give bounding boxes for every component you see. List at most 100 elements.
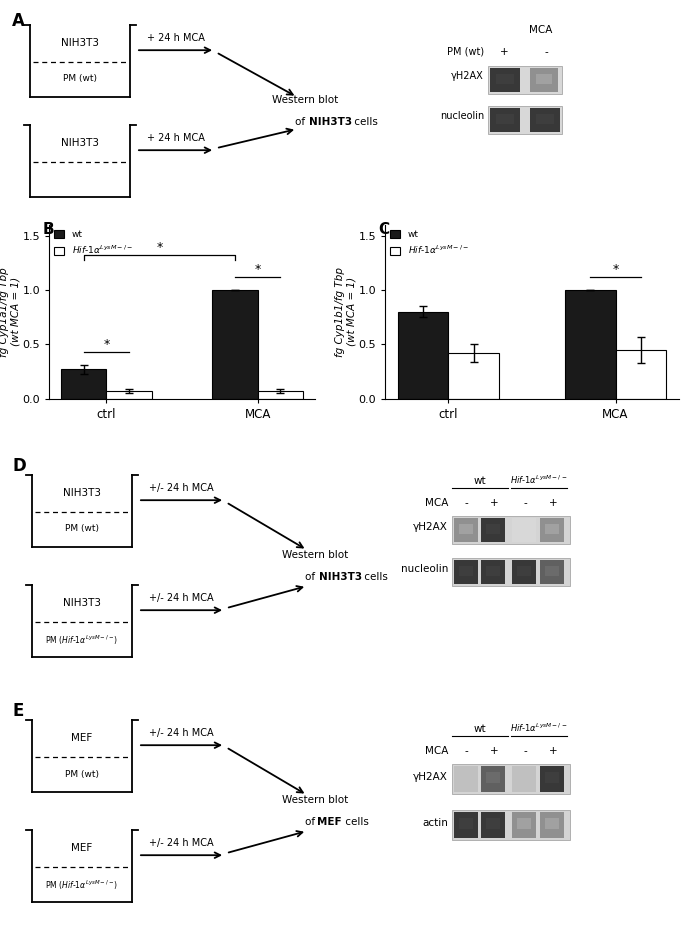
Bar [454,766,478,792]
Bar [540,518,564,542]
Bar [488,106,562,134]
Bar [540,812,564,838]
Text: of: of [295,117,309,127]
Text: actin: actin [422,818,448,828]
Bar [545,524,559,534]
Text: + 24 h MCA: + 24 h MCA [146,33,204,43]
Bar [452,764,570,794]
Text: D: D [12,457,26,475]
Text: E: E [12,702,23,720]
Bar [258,391,303,399]
Text: *: * [254,263,260,276]
Text: +: + [490,746,498,756]
Legend: wt, $\mathit{Hif}$-$\mathit{1\alpha}^{LysM-/-}$: wt, $\mathit{Hif}$-$\mathit{1\alpha}^{Ly… [389,230,469,256]
Text: MEF: MEF [71,733,92,743]
Text: nucleolin: nucleolin [440,111,484,121]
Text: MCA: MCA [425,498,448,508]
Text: Western blot: Western blot [272,95,338,105]
Bar [512,812,536,838]
Text: MEF: MEF [317,817,342,827]
Text: +/- 24 h MCA: +/- 24 h MCA [149,593,214,603]
Text: -: - [523,498,527,508]
Text: PM (wt): PM (wt) [447,47,484,57]
Text: NIH3T3: NIH3T3 [63,488,101,498]
Text: nucleolin: nucleolin [400,564,448,574]
Text: -: - [464,498,468,508]
Bar [481,518,505,542]
Bar [488,66,562,94]
Bar [496,74,514,83]
Bar [615,350,666,399]
Bar [536,114,554,124]
Text: MEF: MEF [71,843,92,853]
Text: -: - [464,746,468,756]
Bar [458,819,473,829]
Bar [481,560,505,584]
Text: of: of [305,572,318,582]
Bar [530,68,558,92]
Text: *: * [104,338,110,351]
Bar [517,819,531,829]
Text: NIH3T3: NIH3T3 [61,138,99,148]
Text: B: B [43,222,55,237]
Bar [61,370,106,399]
Text: NIH3T3: NIH3T3 [63,598,101,608]
Bar [490,68,520,92]
Bar [545,773,559,783]
Bar [512,766,536,792]
Text: of: of [305,817,318,827]
Text: γH2AX: γH2AX [413,772,448,782]
Bar [481,812,505,838]
Text: PM ($\mathit{Hif}$-$\mathit{1\alpha}^{LysM-/-}$): PM ($\mathit{Hif}$-$\mathit{1\alpha}^{Ly… [46,879,118,892]
Bar [530,108,560,132]
Text: -: - [523,746,527,756]
Text: cells: cells [351,117,378,127]
Text: +: + [549,498,557,508]
Text: A: A [12,12,25,30]
Text: wt: wt [474,476,486,486]
Text: Western blot: Western blot [282,550,348,560]
Text: γH2AX: γH2AX [452,71,484,81]
Text: cells: cells [342,817,369,827]
Text: PM (wt): PM (wt) [63,74,97,83]
Bar [486,566,500,576]
Bar [566,290,615,399]
Bar [481,766,505,792]
Bar [398,312,449,399]
Text: + 24 h MCA: + 24 h MCA [146,133,204,144]
Bar [458,524,473,534]
Y-axis label: fg ​Cyp1a1/fg ​Tbp
(wt MCA = 1): fg ​Cyp1a1/fg ​Tbp (wt MCA = 1) [0,267,21,356]
Text: MCA: MCA [425,746,448,756]
Bar [545,566,559,576]
Bar [452,558,570,586]
Bar [486,773,500,783]
Text: +/- 24 h MCA: +/- 24 h MCA [149,483,214,493]
Text: cells: cells [361,572,388,582]
Bar [512,560,536,584]
Text: -: - [544,47,548,57]
Bar [517,566,531,576]
Bar [454,812,478,838]
Legend: wt, $\mathit{Hif}$-$\mathit{1\alpha}^{LysM-/-}$: wt, $\mathit{Hif}$-$\mathit{1\alpha}^{Ly… [53,230,133,256]
Bar [452,516,570,544]
Bar [486,819,500,829]
Y-axis label: fg ​Cyp1b1/fg ​Tbp
(wt MCA = 1): fg ​Cyp1b1/fg ​Tbp (wt MCA = 1) [335,267,357,356]
Bar [545,819,559,829]
Text: MCA: MCA [529,25,553,35]
Bar [536,74,552,83]
Bar [452,810,570,840]
Text: $\mathit{Hif}$-$\mathit{1\alpha}^{LysM-/-}$: $\mathit{Hif}$-$\mathit{1\alpha}^{LysM-/… [510,721,568,734]
Text: NIH3T3: NIH3T3 [61,38,99,48]
Text: +: + [500,47,508,57]
Bar [540,766,564,792]
Text: +/- 24 h MCA: +/- 24 h MCA [149,728,214,738]
Text: +/- 24 h MCA: +/- 24 h MCA [149,839,214,848]
Text: +: + [549,746,557,756]
Bar [512,518,536,542]
Bar [486,524,500,534]
Text: PM (wt): PM (wt) [65,524,99,534]
Text: NIH3T3: NIH3T3 [309,117,352,127]
Bar [454,560,478,584]
Text: PM ($\mathit{Hif}$-$\mathit{1\alpha}^{LysM-/-}$): PM ($\mathit{Hif}$-$\mathit{1\alpha}^{Ly… [46,634,118,647]
Text: +: + [490,498,498,508]
